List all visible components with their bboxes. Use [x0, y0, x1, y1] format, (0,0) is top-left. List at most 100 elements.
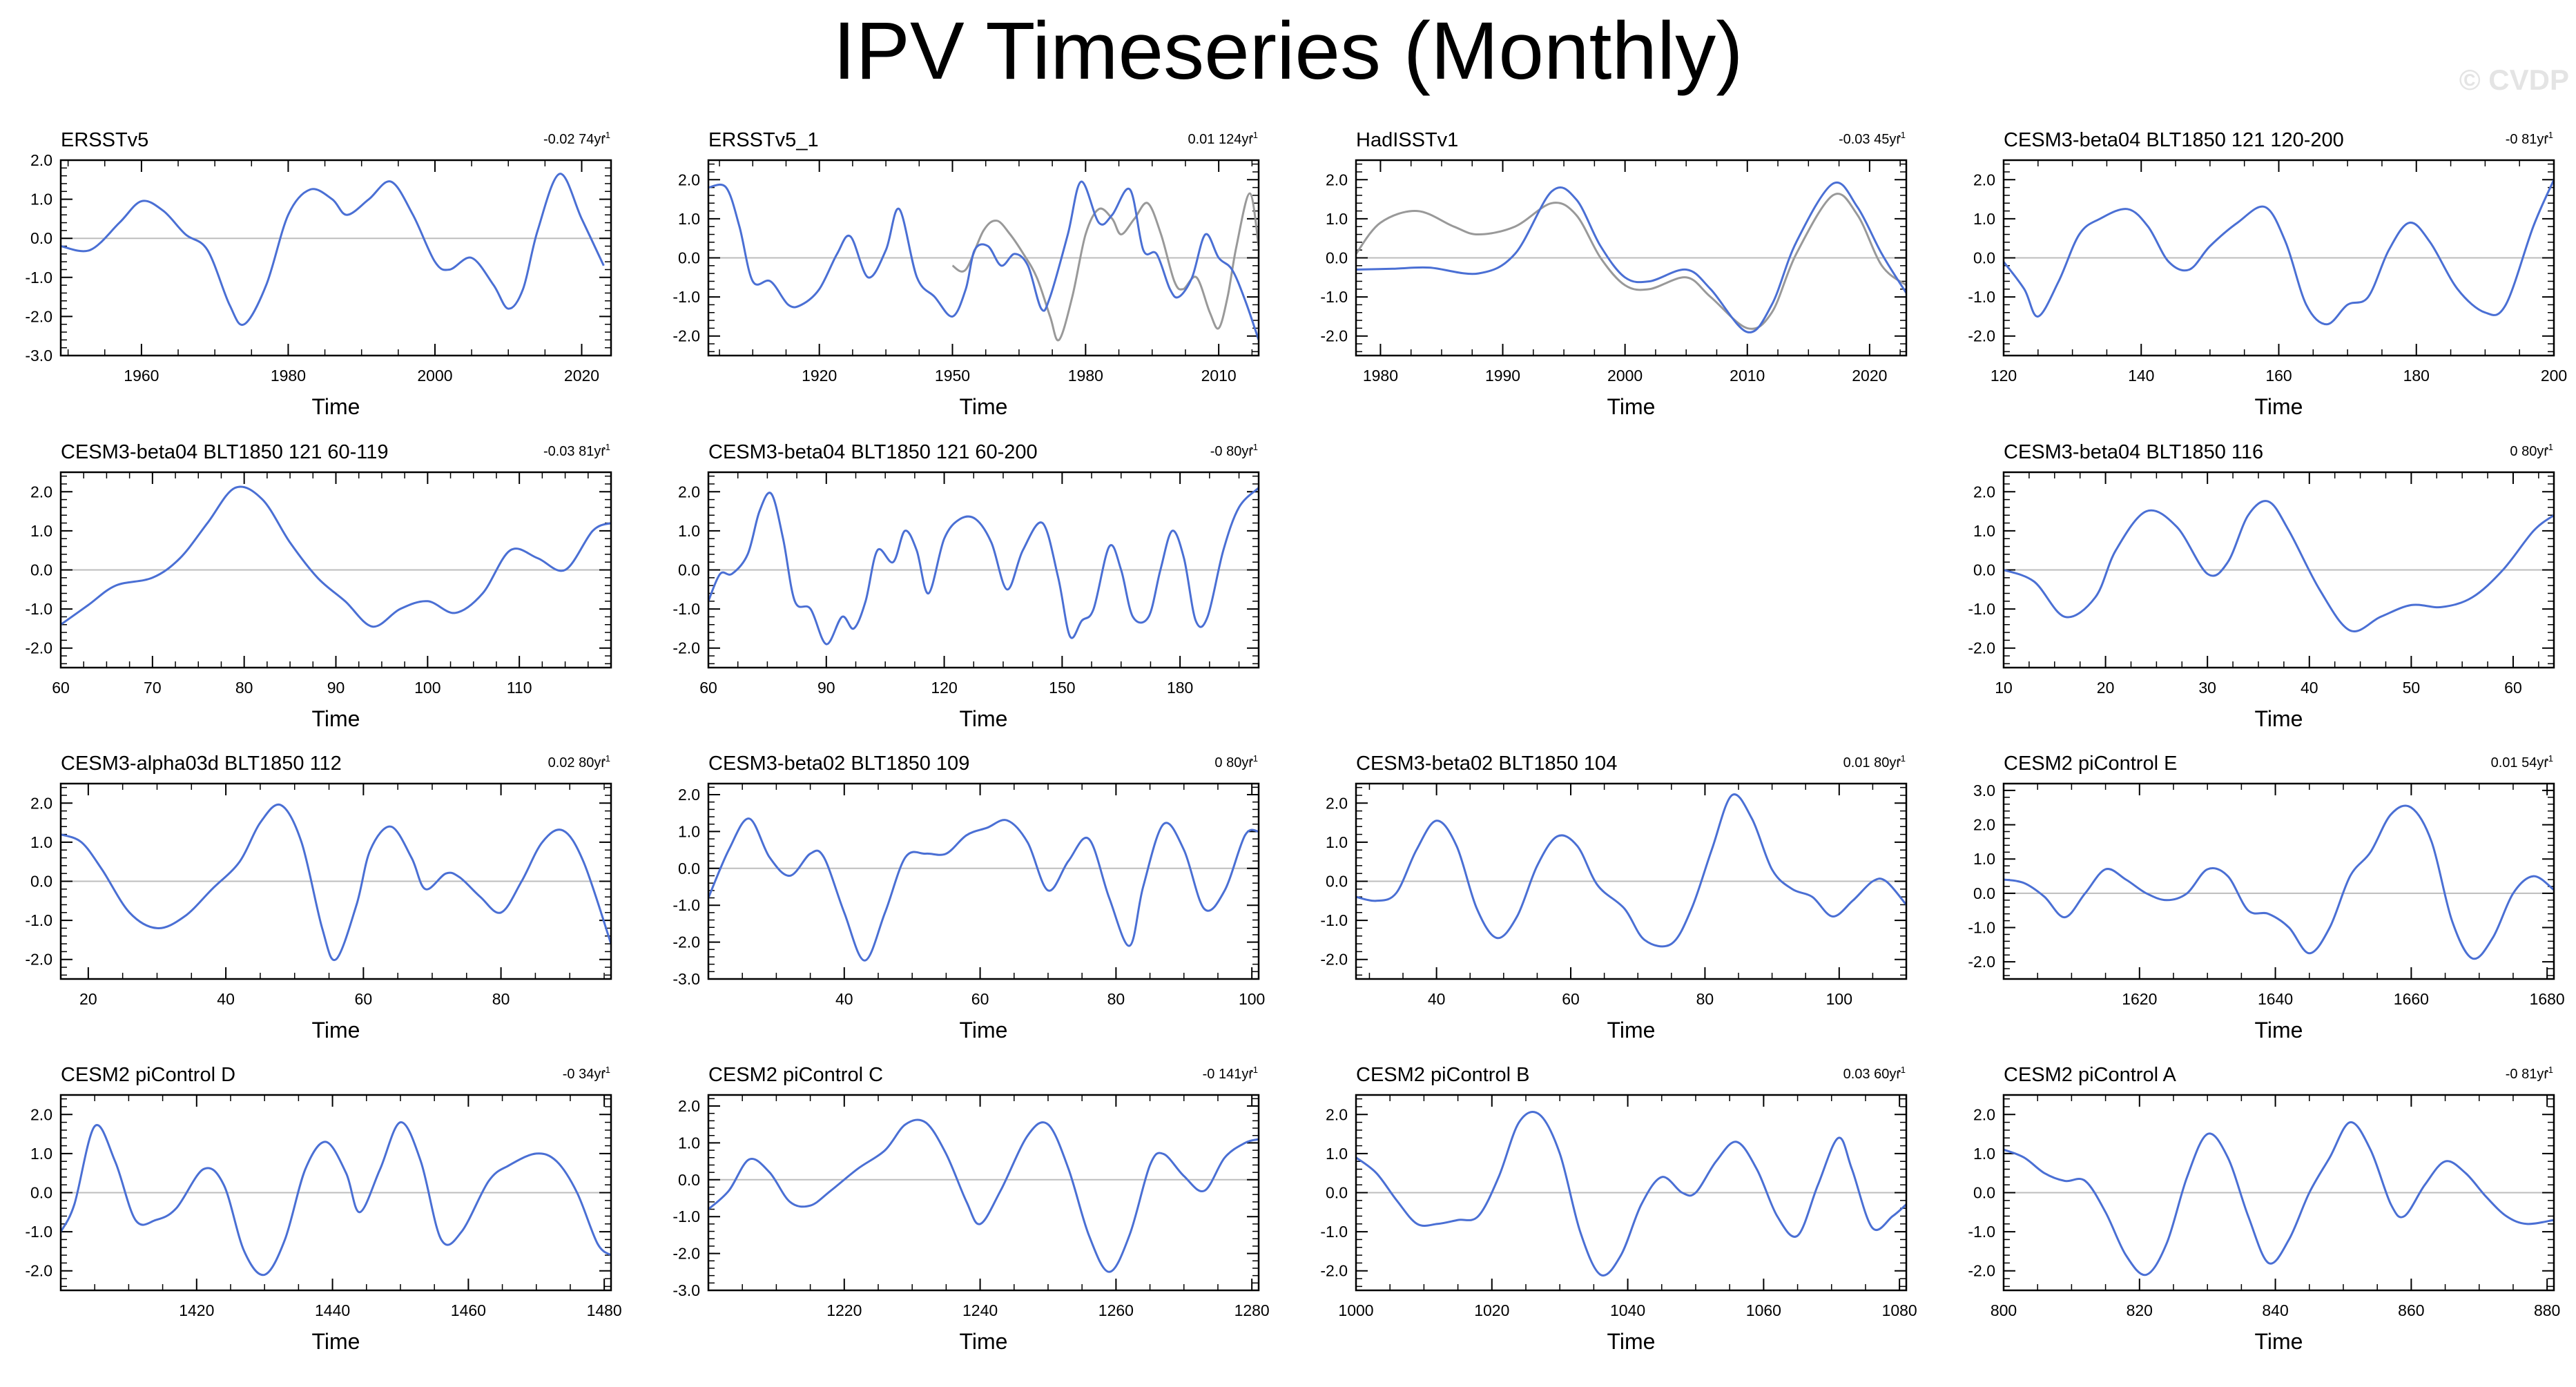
y-tick-label: 2.0 [30, 151, 52, 169]
y-tick-label: -1.0 [1968, 288, 1995, 306]
plot-frame [59, 471, 612, 669]
trend-exponent: -1 [1250, 130, 1258, 140]
trend-exponent: -1 [1250, 1065, 1258, 1075]
y-tick-label: 0.0 [1973, 249, 1995, 267]
trend-exponent: -1 [602, 1065, 610, 1075]
trend-label: -0.03 45yr [1839, 132, 1901, 147]
y-tick-label: -1.0 [25, 1223, 52, 1241]
x-tick-label: 1980 [1363, 367, 1398, 385]
x-tick-label: 2010 [1730, 367, 1765, 385]
trend-exponent: -1 [1250, 753, 1258, 764]
y-tick-label: -1.0 [1968, 1223, 1995, 1241]
x-tick-label: 1420 [179, 1301, 214, 1319]
x-axis-label: Time [960, 1018, 1008, 1042]
x-axis-label: Time [2255, 1329, 2303, 1354]
x-tick-label: 1660 [2394, 990, 2429, 1008]
y-tick-label: 0.0 [1326, 1184, 1348, 1202]
x-tick-label: 60 [699, 679, 717, 697]
chart-panel: CESM2 piControl E 0.01 54yr-1 -2.0 -1.0 0.0 1… [1968, 753, 2564, 1042]
x-tick-label: 120 [1991, 367, 2017, 385]
chart-panel: CESM3-beta02 BLT1850 109 0 80yr-1 -3.0 -2.0… [672, 753, 1265, 1042]
panel-title: CESM3-beta04 BLT1850 121 60-200 [708, 441, 1038, 463]
x-tick-label: 880 [2534, 1301, 2560, 1319]
trend-exponent: -1 [1897, 130, 1906, 140]
trend-label: 0.01 54yr [2491, 755, 2549, 770]
plot-frame [2002, 159, 2555, 357]
ipv-series-line [2004, 804, 2554, 960]
panel-title: ERSSTv5_1 [708, 129, 819, 151]
x-tick-label: 20 [79, 990, 97, 1008]
x-tick-label: 40 [835, 990, 853, 1008]
x-tick-label: 80 [1696, 990, 1714, 1008]
panel-title: CESM3-beta02 BLT1850 109 [708, 753, 969, 775]
y-tick-label: 2.0 [1326, 171, 1348, 188]
x-tick-label: 1640 [2258, 990, 2293, 1008]
chart-panel: CESM3-beta02 BLT1850 104 0.01 80yr-1 -2.0 -… [1320, 753, 1908, 1042]
x-tick-label: 800 [1991, 1301, 2017, 1319]
x-tick-label: 110 [507, 679, 532, 697]
x-tick-label: 860 [2398, 1301, 2424, 1319]
x-tick-label: 1080 [1882, 1301, 1917, 1319]
y-tick-label: -2.0 [25, 639, 52, 657]
trend-exponent: -1 [1897, 753, 1906, 764]
chart-panel: CESM3-beta04 BLT1850 116 0 80yr-1 -2.0 -1.0… [1968, 441, 2555, 731]
panel-title: ERSSTv5 [61, 129, 148, 151]
y-tick-label: -1.0 [1320, 288, 1348, 306]
panel-title: CESM2 piControl A [2004, 1064, 2176, 1086]
x-tick-label: 1980 [1068, 367, 1103, 385]
x-axis-label: Time [2255, 394, 2303, 419]
y-tick-label: 0.0 [1326, 249, 1348, 267]
y-tick-label: -1.0 [672, 896, 700, 914]
y-tick-label: 2.0 [678, 171, 700, 188]
y-tick-label: -2.0 [1968, 327, 1995, 345]
y-tick-label: -3.0 [672, 1281, 700, 1299]
plot-frame [59, 1094, 612, 1292]
y-tick-label: 0.0 [1326, 873, 1348, 891]
overlay-series-line [1356, 193, 1906, 330]
trend-label: -0.03 81yr [543, 444, 606, 459]
x-axis-label: Time [312, 394, 360, 419]
plot-frame [1355, 782, 1908, 980]
x-tick-label: 1280 [1234, 1301, 1270, 1319]
x-tick-label: 1620 [2122, 990, 2157, 1008]
y-tick-label: -1.0 [672, 1207, 700, 1225]
trend-exponent: -1 [2545, 130, 2553, 140]
plot-frame [707, 471, 1260, 669]
y-tick-label: 0.0 [30, 229, 52, 247]
ipv-series-line [2004, 1121, 2554, 1277]
chart-panel: CESM2 piControl D -0 34yr-1 -2.0 -1.0 0.0 1.0… [25, 1064, 621, 1354]
panel-title: CESM2 piControl C [708, 1064, 883, 1086]
y-tick-label: 2.0 [678, 786, 700, 804]
x-tick-label: 1480 [587, 1301, 622, 1319]
x-tick-label: 30 [2198, 679, 2216, 697]
x-tick-label: 2020 [1852, 367, 1887, 385]
ipv-series-line [61, 1121, 611, 1277]
page-title: IPV Timeseries (Monthly) [833, 6, 1743, 97]
y-tick-label: 1.0 [30, 833, 52, 851]
x-tick-label: 140 [2128, 367, 2154, 385]
y-tick-label: -1.0 [1968, 600, 1995, 618]
y-tick-label: 2.0 [1326, 1105, 1348, 1123]
y-tick-label: 0.0 [1973, 1184, 1995, 1202]
trend-label: -0 81yr [2506, 1067, 2549, 1082]
y-tick-label: -2.0 [1968, 639, 1995, 657]
trend-label: 0.01 80yr [1843, 755, 1901, 770]
trend-label: 0.03 60yr [1843, 1067, 1901, 1082]
y-tick-label: 1.0 [1973, 850, 1995, 868]
y-tick-label: 2.0 [30, 1105, 52, 1123]
x-tick-label: 1060 [1746, 1301, 1781, 1319]
x-tick-label: 20 [2097, 679, 2115, 697]
x-tick-label: 1980 [271, 367, 306, 385]
panel-title: CESM2 piControl E [2004, 753, 2177, 775]
plot-frame [1355, 1094, 1908, 1292]
y-tick-label: -2.0 [25, 1262, 52, 1280]
chart-panel: HadISSTv1 -0.03 45yr-1 -2.0 -1.0 0.0 1.0 2.0 19… [1320, 129, 1908, 419]
x-tick-label: 40 [2301, 679, 2318, 697]
y-tick-label: -1.0 [25, 600, 52, 618]
trend-label: -0 34yr [563, 1067, 606, 1082]
y-tick-label: 1.0 [1973, 210, 1995, 228]
overlay-series-line [951, 192, 1259, 342]
x-tick-label: 1460 [451, 1301, 486, 1319]
y-tick-label: 1.0 [678, 210, 700, 228]
